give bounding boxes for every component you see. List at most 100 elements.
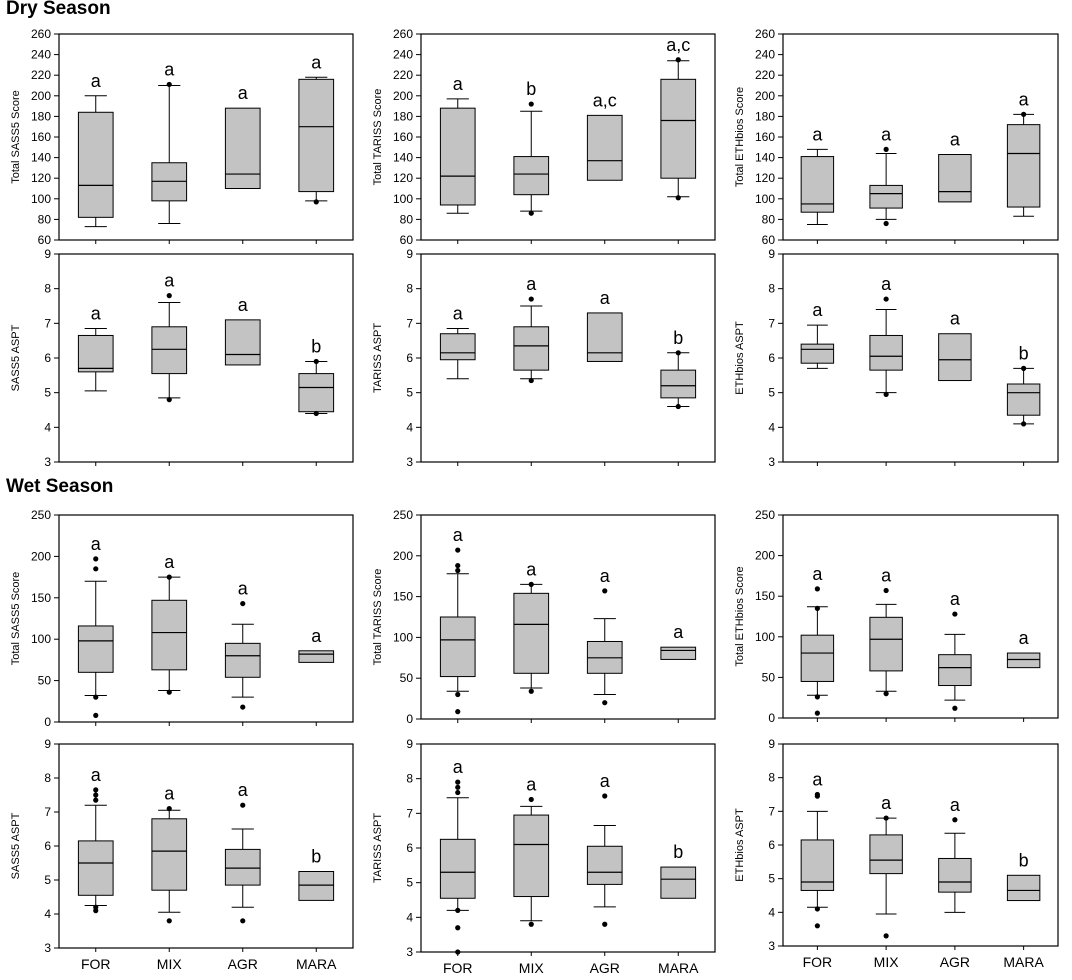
y-tick-label: 5 (768, 386, 775, 400)
outlier-point (528, 377, 534, 384)
iqr-box (800, 156, 835, 213)
significance-letter: a (238, 780, 249, 800)
box-agr: AGR a (224, 780, 261, 972)
x-tick-label: MIX (874, 954, 900, 970)
chart-dry-tariss-aspt: 3 4 5 6 7 8 9 TARISS ASPT a a a b (372, 247, 716, 469)
significance-letter: a,c (666, 35, 690, 55)
box-for: a (800, 564, 835, 722)
y-tick-label: 7 (44, 805, 51, 819)
y-tick-label: 140 (31, 151, 51, 165)
y-tick-label: 260 (755, 27, 775, 41)
y-axis-label: TARISS ASPT (372, 323, 384, 393)
y-tick-label: 220 (393, 68, 413, 82)
y-tick-label: 8 (406, 772, 413, 786)
y-tick-label: 3 (768, 455, 775, 469)
significance-letter: a (91, 534, 102, 554)
outlier-point (93, 787, 99, 793)
y-tick-label: 80 (762, 212, 776, 226)
y-tick-label: 3 (768, 939, 775, 953)
iqr-box (151, 326, 188, 375)
outlier-point (455, 567, 461, 574)
y-tick-label: 4 (44, 420, 51, 434)
outlier-point (1021, 421, 1027, 427)
outlier-point (814, 586, 820, 592)
significance-letter: a (453, 74, 464, 94)
outlier-point (93, 556, 99, 562)
iqr-box (869, 184, 903, 209)
y-tick-label: 7 (406, 316, 413, 330)
box-mix: a (869, 124, 903, 244)
significance-letter: a (950, 309, 961, 329)
iqr-box (938, 654, 972, 687)
outlier-point (528, 101, 534, 107)
significance-letter: a (91, 765, 102, 785)
y-tick-label: 200 (31, 89, 51, 103)
y-tick-label: 8 (44, 282, 51, 296)
y-tick-label: 100 (755, 630, 775, 644)
iqr-box (1006, 383, 1041, 416)
box-mara: a (298, 626, 335, 726)
y-tick-label: 6 (44, 839, 51, 853)
significance-letter: a (238, 579, 249, 599)
significance-letter: a (238, 295, 249, 315)
outlier-point (166, 81, 172, 88)
y-tick-label: 9 (44, 247, 51, 261)
outlier-point (166, 293, 172, 299)
outlier-point (883, 391, 889, 397)
iqr-box (439, 616, 476, 678)
significance-letter: a,c (593, 90, 617, 110)
significance-letter: b (311, 847, 321, 867)
y-axis-label: Total SASS5 Score (10, 572, 22, 666)
outlier-point (93, 712, 99, 718)
outlier-point (93, 694, 99, 700)
y-axis-label: SASS5 ASPT (10, 812, 22, 879)
outlier-point (883, 220, 889, 227)
iqr-box (869, 616, 903, 672)
y-tick-label: 50 (762, 670, 776, 684)
y-tick-label: 5 (406, 386, 413, 400)
outlier-point (313, 199, 319, 205)
y-tick-label: 9 (406, 247, 413, 261)
significance-letter: a (164, 59, 175, 79)
outlier-point (528, 796, 534, 803)
y-tick-label: 7 (768, 316, 775, 330)
plot-frame (420, 514, 716, 720)
y-tick-label: 250 (755, 508, 775, 522)
chart-wet-ethbios-total: 0 50 100 150 200 250 Total ETHbios Score a a a a (734, 508, 1059, 725)
y-tick-label: 120 (31, 171, 51, 185)
significance-letter: a (1019, 89, 1030, 109)
outlier-point (240, 704, 246, 710)
y-tick-label: 0 (406, 712, 413, 726)
outlier-point (528, 688, 534, 694)
y-tick-label: 240 (755, 48, 775, 62)
x-tick-label: MARA (296, 956, 337, 972)
box-mara: a,c (660, 35, 697, 244)
significance-letter: a (950, 795, 961, 815)
y-axis-label: SASS5 ASPT (10, 324, 22, 391)
chart-dry-sass5-total: 60 80 100 120 140 160 180 200 220 240 260 Total SAS… (10, 27, 354, 247)
significance-letter: a (453, 757, 464, 777)
y-tick-label: 120 (755, 171, 775, 185)
outlier-point (883, 691, 889, 697)
x-tick-label: MARA (658, 960, 699, 976)
y-axis-label: Total TARISS Score (372, 569, 384, 666)
box-agr: a (224, 83, 261, 244)
significance-letter: a (453, 525, 464, 545)
y-tick-label: 240 (393, 48, 413, 62)
y-tick-label: 200 (755, 89, 775, 103)
y-tick-label: 4 (406, 910, 413, 924)
outlier-point (883, 587, 889, 594)
chart-wet-tariss-aspt: 3 4 5 6 7 8 9 TARISS ASPT FOR a MIX a AGR a MARA b (372, 737, 716, 976)
box-mara: MARA b (1003, 850, 1044, 970)
outlier-point (240, 802, 246, 808)
significance-letter: a (881, 566, 892, 586)
box-mix: a (513, 274, 550, 466)
outlier-point (952, 611, 958, 617)
box-mara: b (298, 336, 335, 466)
y-tick-label: 5 (44, 386, 51, 400)
iqr-box (938, 333, 972, 382)
iqr-box (1006, 652, 1041, 669)
y-tick-label: 8 (768, 771, 775, 785)
y-tick-label: 7 (44, 316, 51, 330)
iqr-box (298, 871, 335, 901)
